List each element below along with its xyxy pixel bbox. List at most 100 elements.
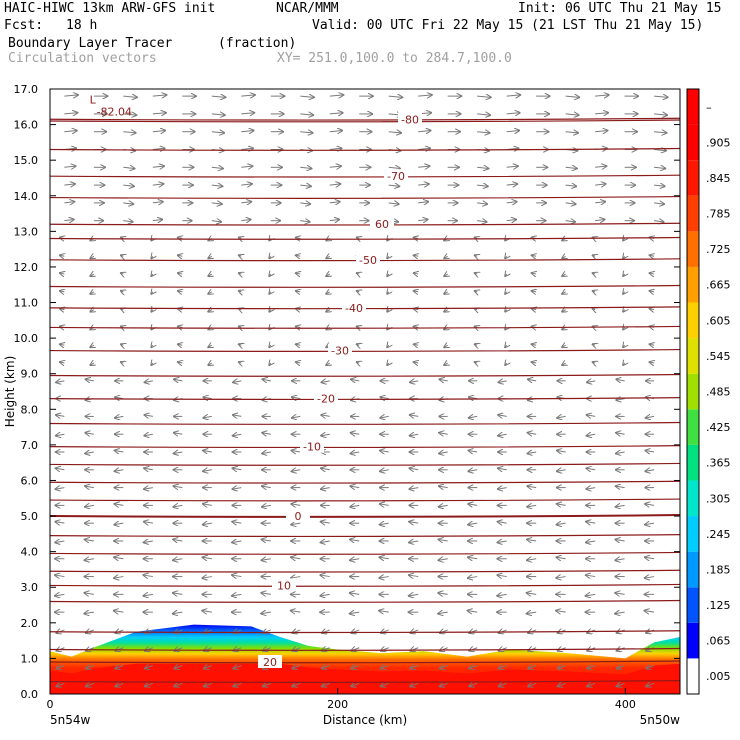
circulation-vector bbox=[562, 345, 566, 347]
circulation-vector bbox=[654, 221, 663, 222]
circulation-vector bbox=[645, 504, 655, 506]
circulation-vector bbox=[203, 557, 212, 559]
circulation-vector bbox=[56, 381, 65, 383]
circulation-vector bbox=[64, 184, 75, 185]
circulation-vector bbox=[55, 594, 65, 596]
circulation-vector bbox=[203, 470, 212, 472]
circulation-vector bbox=[296, 362, 301, 363]
circulation-vector bbox=[56, 415, 65, 417]
circulation-vector bbox=[380, 416, 389, 418]
circulation-vector bbox=[123, 203, 133, 204]
colorbar-swatch bbox=[687, 124, 699, 161]
circulation-vector bbox=[320, 594, 330, 596]
circulation-vector bbox=[468, 577, 478, 579]
temperature-contour bbox=[49, 583, 681, 587]
circulation-vector bbox=[291, 577, 301, 579]
colorbar-label: .545 bbox=[706, 350, 731, 363]
temperature-contour bbox=[49, 397, 681, 401]
circulation-vector bbox=[593, 291, 596, 292]
circulation-vector bbox=[586, 594, 596, 596]
circulation-vector bbox=[208, 345, 212, 347]
circulation-vector bbox=[557, 470, 566, 472]
circulation-vector bbox=[623, 363, 625, 365]
circulation-vector bbox=[645, 523, 655, 525]
circulation-vector bbox=[60, 273, 65, 274]
circulation-vector bbox=[173, 559, 183, 561]
circulation-vector bbox=[506, 184, 518, 185]
colorbar-label: .365 bbox=[706, 457, 731, 470]
y-tick-label: 16.0 bbox=[14, 119, 39, 132]
circulation-vector bbox=[623, 292, 625, 294]
circulation-vector bbox=[300, 203, 310, 204]
circulation-vector bbox=[64, 202, 74, 203]
circulation-vector bbox=[121, 362, 124, 363]
circulation-vector bbox=[321, 488, 330, 490]
circulation-vector bbox=[440, 666, 448, 669]
circulation-vector bbox=[241, 95, 255, 96]
contour-label: -50 bbox=[359, 254, 377, 267]
circulation-vector bbox=[321, 434, 330, 436]
circulation-vector bbox=[475, 273, 478, 274]
circulation-vector bbox=[379, 557, 389, 559]
circulation-vector bbox=[262, 452, 271, 454]
circulation-vector bbox=[208, 274, 212, 276]
circulation-vector bbox=[296, 291, 301, 292]
circulation-vector bbox=[269, 256, 271, 258]
circulation-vector bbox=[498, 488, 507, 490]
circulation-vector bbox=[444, 310, 448, 312]
circulation-vector bbox=[380, 523, 389, 525]
circulation-vector bbox=[645, 611, 655, 613]
y-tick-label: 13.0 bbox=[14, 225, 39, 238]
circulation-vector bbox=[151, 345, 153, 347]
circulation-vector bbox=[239, 255, 242, 256]
circulation-vector bbox=[86, 683, 95, 686]
circulation-vector bbox=[208, 292, 212, 294]
colorbar-label: .005 bbox=[706, 670, 731, 683]
circulation-vector bbox=[623, 345, 625, 347]
circulation-vector bbox=[387, 345, 389, 347]
circulation-vector bbox=[357, 362, 360, 363]
circulation-vector bbox=[121, 273, 124, 274]
circulation-vector bbox=[329, 95, 344, 96]
axes: 0.0 1.0 2.0 3.0 4.0 5.0 6.0 7.0 8.0 9.0 10.0 11.0 12… bbox=[3, 83, 681, 727]
circulation-vector bbox=[505, 363, 507, 365]
circulation-vector bbox=[115, 451, 124, 453]
isotherm-line bbox=[49, 325, 681, 329]
temperature-contour bbox=[49, 174, 681, 178]
contour-label-bg bbox=[272, 578, 296, 592]
circulation-vector bbox=[414, 362, 419, 363]
circulation-vector bbox=[595, 184, 606, 185]
forecast-hour: 18 h bbox=[66, 18, 98, 33]
section-endpoints: XY= 251.0,100.0 to 284.7,100.0 bbox=[277, 51, 512, 66]
circulation-vector bbox=[292, 416, 301, 418]
circulation-vector bbox=[505, 292, 507, 294]
circulation-vector bbox=[439, 433, 448, 435]
circulation-vector bbox=[616, 399, 625, 401]
circulation-vector bbox=[468, 470, 478, 472]
colorbar-swatch bbox=[687, 658, 699, 694]
circulation-vector bbox=[84, 593, 94, 595]
circulation-vector bbox=[232, 488, 242, 490]
circulation-vector bbox=[498, 522, 507, 524]
circulation-vector bbox=[291, 557, 301, 559]
circulation-vector bbox=[532, 309, 537, 310]
contour-label-bg bbox=[398, 112, 422, 126]
circulation-vector bbox=[55, 541, 65, 543]
circulation-vector bbox=[152, 131, 165, 132]
circulation-vector bbox=[468, 611, 478, 613]
circulation-vector bbox=[444, 345, 448, 347]
circulation-vector bbox=[56, 488, 65, 490]
circulation-vector bbox=[438, 559, 448, 561]
circulation-vector bbox=[296, 326, 301, 327]
colorbar-swatch bbox=[687, 89, 699, 125]
circulation-vector bbox=[505, 256, 507, 258]
contour-label: -70 bbox=[387, 170, 405, 183]
circulation-vector bbox=[646, 666, 655, 669]
circulation-vector bbox=[86, 666, 95, 669]
circulation-vector bbox=[654, 96, 668, 97]
circulation-vector bbox=[587, 666, 596, 669]
isotherm-line bbox=[49, 284, 681, 288]
circulation-vector bbox=[292, 683, 301, 686]
colorbar-label: .065 bbox=[706, 635, 731, 648]
circulation-vector bbox=[380, 397, 389, 399]
